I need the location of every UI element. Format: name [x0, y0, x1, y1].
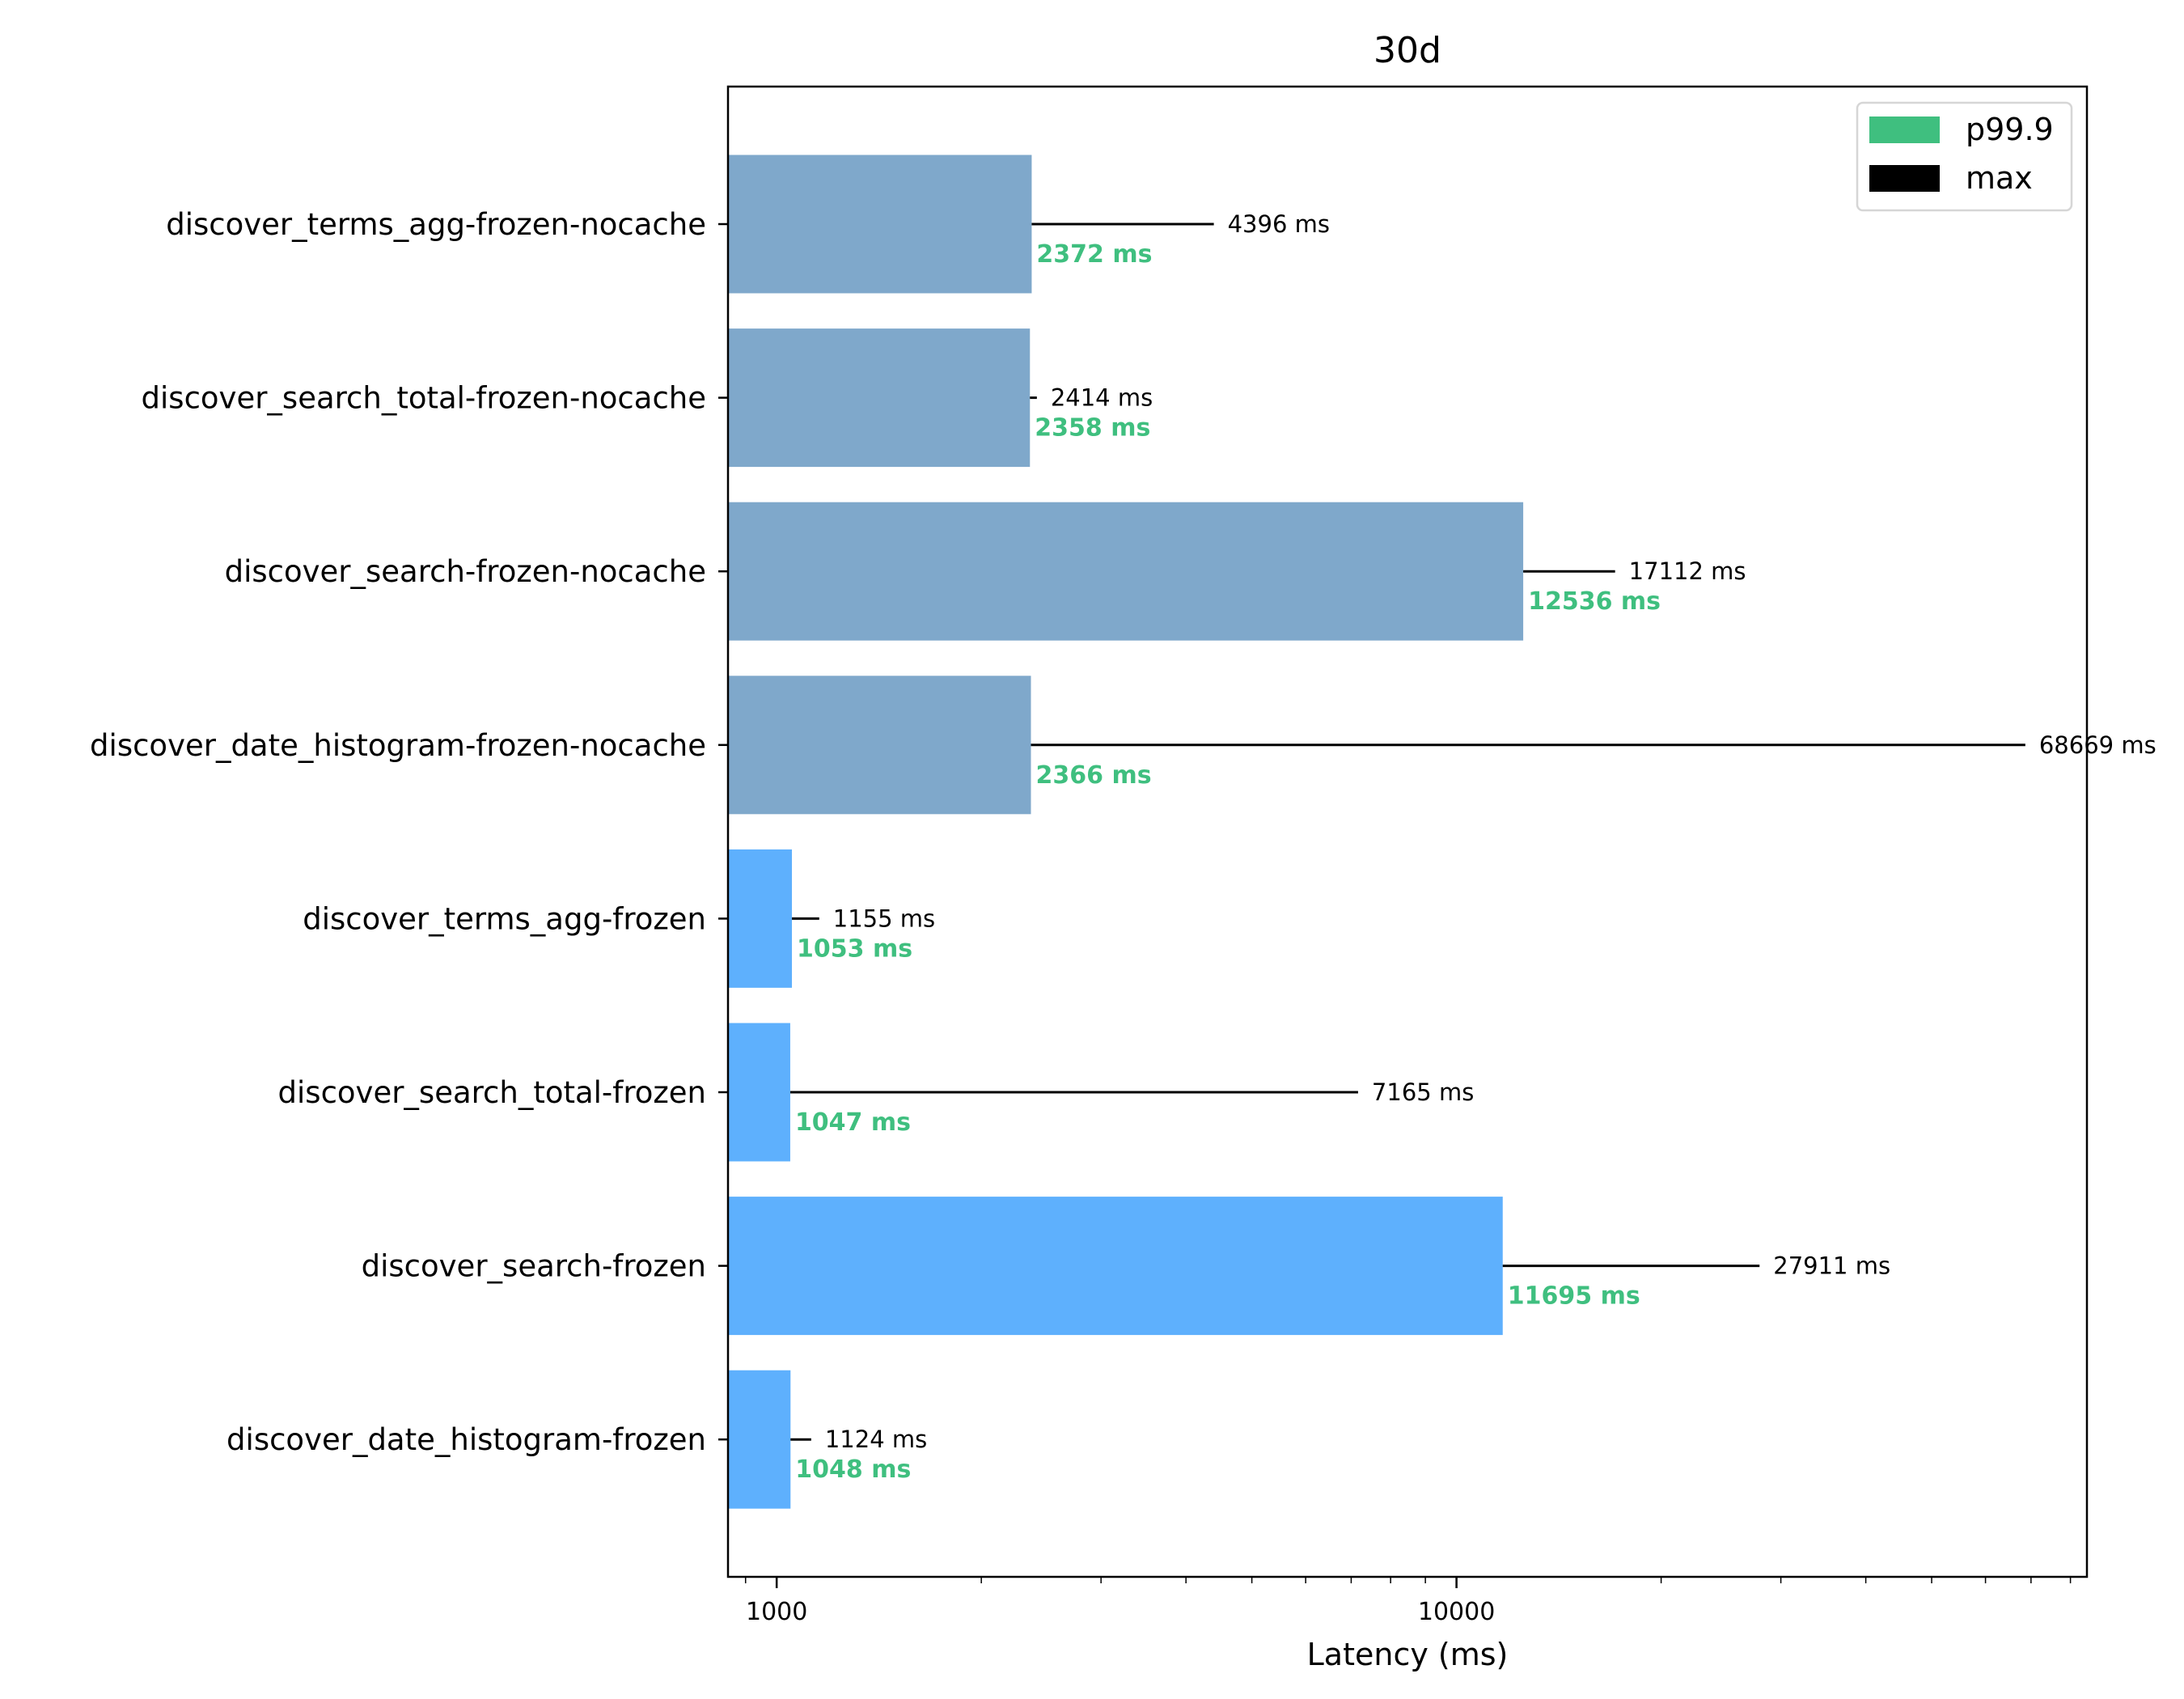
y-tick-label: discover_search_total-frozen-nocache	[142, 381, 706, 416]
max-value-label: 7165 ms	[1372, 1078, 1474, 1106]
y-tick-label: discover_date_histogram-frozen-nocache	[90, 728, 706, 763]
legend-label-p999: p99.9	[1966, 112, 2054, 147]
y-tick-label: discover_date_histogram-frozen	[226, 1422, 706, 1457]
x-tick-label: 10000	[1418, 1598, 1495, 1626]
max-value-label: 1124 ms	[825, 1426, 927, 1453]
max-value-label: 68669 ms	[2039, 731, 2156, 759]
x-tick-label: 1000	[746, 1598, 807, 1626]
legend: p99.9 max	[1856, 101, 2073, 212]
bar-p999	[728, 676, 1031, 815]
p999-value-label: 11695 ms	[1508, 1282, 1640, 1311]
bar-p999	[728, 502, 1524, 641]
chart-title: 30d	[1373, 30, 1441, 71]
bar-p999	[728, 1370, 791, 1509]
y-tick-label: discover_search-frozen	[362, 1249, 706, 1284]
legend-label-max: max	[1966, 160, 2033, 196]
p999-value-label: 2358 ms	[1035, 414, 1150, 443]
bar-p999	[728, 155, 1032, 294]
bar-p999	[728, 1197, 1503, 1336]
legend-swatch-max	[1869, 165, 1940, 192]
y-tick-label: discover_search-frozen-nocache	[225, 554, 706, 589]
p999-value-label: 1048 ms	[795, 1455, 911, 1484]
legend-swatch-p999	[1869, 117, 1940, 143]
x-axis-label: Latency (ms)	[1307, 1637, 1509, 1672]
y-tick-label: discover_terms_agg-frozen-nocache	[166, 207, 706, 242]
p999-value-label: 2366 ms	[1036, 761, 1152, 790]
p999-value-label: 1053 ms	[797, 934, 912, 963]
bar-p999	[728, 328, 1031, 468]
bar-p999	[728, 1023, 790, 1162]
p999-value-label: 2372 ms	[1036, 240, 1152, 269]
p999-value-label: 12536 ms	[1528, 587, 1661, 616]
bar-p999	[728, 849, 793, 988]
plot-frame	[726, 85, 2089, 1578]
max-value-label: 4396 ms	[1228, 210, 1330, 238]
y-tick-label: discover_search_total-frozen	[278, 1075, 706, 1110]
y-tick-label: discover_terms_agg-frozen	[303, 901, 706, 936]
p999-value-label: 1047 ms	[795, 1108, 911, 1137]
max-value-label: 17112 ms	[1629, 557, 1746, 585]
max-value-label: 2414 ms	[1051, 384, 1153, 412]
max-value-label: 27911 ms	[1773, 1252, 1890, 1280]
max-value-label: 1155 ms	[833, 905, 935, 932]
